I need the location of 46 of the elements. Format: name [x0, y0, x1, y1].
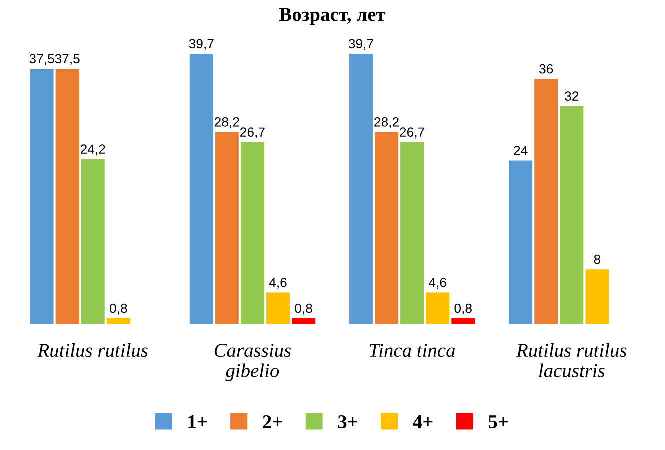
data-label: 24,2	[80, 144, 106, 156]
bar	[56, 68, 80, 324]
legend-label: 4+	[413, 416, 433, 428]
legend-label: 2+	[263, 415, 282, 428]
bar	[534, 79, 558, 324]
x-tick-label: Rutilus rutilus	[38, 343, 148, 358]
x-tick-label: Rutilus rutilus lacustris	[516, 343, 627, 378]
bar	[560, 106, 584, 324]
bar	[586, 270, 610, 324]
data-label: 37,5	[55, 54, 80, 66]
data-label: 4,6	[428, 278, 446, 289]
data-label: 28,2	[374, 117, 399, 128]
data-label: 0,8	[295, 304, 312, 315]
data-label: 24	[514, 146, 528, 156]
data-label: 28,2	[214, 117, 240, 128]
data-label: 39,7	[189, 39, 214, 50]
bar	[106, 318, 130, 324]
bar	[400, 142, 424, 324]
legend-label: 5+	[488, 416, 508, 429]
bar	[30, 68, 54, 324]
data-label: 32	[565, 92, 579, 101]
bar	[349, 54, 373, 324]
bar	[426, 292, 450, 324]
data-label: 36	[540, 64, 554, 74]
x-tick-label: Tinca tinca	[370, 344, 456, 358]
data-label: 4,6	[269, 278, 287, 289]
bar	[240, 142, 264, 324]
data-label: 0,8	[110, 304, 128, 315]
bar	[452, 318, 476, 324]
data-label: 26,7	[240, 128, 265, 139]
legend-label: 3+	[338, 415, 358, 429]
x-tick-label: Carassius gibelio	[214, 344, 292, 382]
legend-label: 1+	[188, 416, 207, 428]
bar	[375, 132, 399, 324]
bar	[292, 318, 316, 324]
data-label: 37,5	[30, 54, 54, 66]
data-label: 8	[594, 254, 601, 264]
bar	[190, 54, 214, 324]
chart-title: Возраст, лет	[280, 8, 386, 26]
bar	[266, 292, 290, 324]
data-label: 26,7	[400, 128, 424, 139]
bar	[215, 132, 239, 324]
data-label: 39,7	[348, 39, 374, 50]
bar	[509, 160, 533, 324]
bar	[81, 159, 105, 324]
data-label: 0,8	[454, 304, 472, 315]
